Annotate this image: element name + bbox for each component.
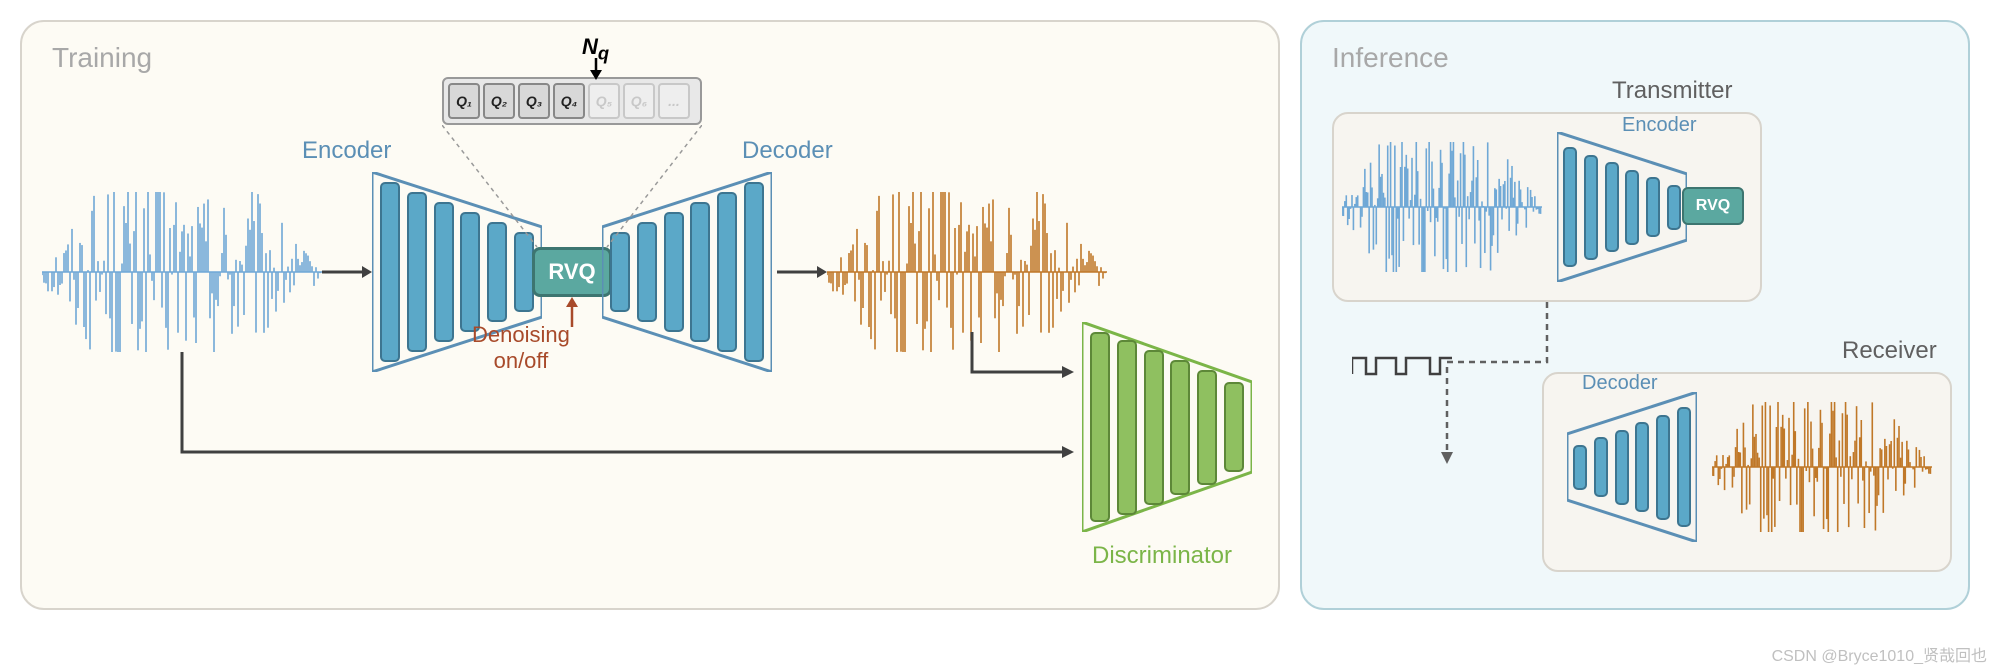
output-waveform bbox=[827, 192, 1107, 352]
arrow-decoder-output bbox=[777, 262, 827, 282]
denoising-arrow bbox=[562, 297, 582, 327]
transmitter-label: Transmitter bbox=[1612, 77, 1732, 105]
receiver-label: Receiver bbox=[1842, 337, 1937, 365]
rx-decoder-label: Decoder bbox=[1582, 372, 1658, 395]
tx-rx-arrow bbox=[1437, 302, 1567, 472]
decoder-label: Decoder bbox=[742, 137, 833, 165]
q-boxes-container: Q₁Q₂Q₃Q₄Q₅Q₆... bbox=[442, 77, 702, 125]
input-waveform bbox=[42, 192, 322, 352]
q-box: Q₂ bbox=[483, 83, 515, 119]
rx-waveform bbox=[1712, 402, 1932, 532]
training-title: Training bbox=[52, 42, 152, 74]
tx-encoder-block bbox=[1557, 132, 1687, 282]
arrow-input-disc bbox=[172, 352, 1082, 472]
training-panel: Training Encoder RVQ Decoder Denoising o… bbox=[20, 20, 1280, 610]
rvq-box: RVQ bbox=[532, 247, 612, 297]
inference-panel: Inference Transmitter Encoder RVQ Receiv… bbox=[1300, 20, 1970, 610]
tx-rvq-box: RVQ bbox=[1682, 187, 1744, 225]
discriminator-block bbox=[1082, 322, 1252, 532]
rx-decoder-block bbox=[1567, 392, 1697, 542]
tx-rvq-label: RVQ bbox=[1696, 197, 1730, 215]
tx-waveform bbox=[1342, 142, 1542, 272]
rvq-label: RVQ bbox=[548, 259, 595, 285]
q-box: Q₁ bbox=[448, 83, 480, 119]
q-box: Q₃ bbox=[518, 83, 550, 119]
q-box: Q₆ bbox=[623, 83, 655, 119]
bitstream-icon bbox=[1352, 352, 1452, 382]
watermark: CSDN @Bryce1010_贤哉回也 bbox=[1772, 642, 1987, 666]
q-box: Q₅ bbox=[588, 83, 620, 119]
q-box: ... bbox=[658, 83, 690, 119]
q-box: Q₄ bbox=[553, 83, 585, 119]
nq-arrow bbox=[588, 58, 604, 80]
tx-encoder-label: Encoder bbox=[1622, 114, 1697, 137]
inference-title: Inference bbox=[1332, 42, 1449, 74]
encoder-label: Encoder bbox=[302, 137, 391, 165]
arrow-input-encoder bbox=[322, 262, 372, 282]
discriminator-label: Discriminator bbox=[1092, 542, 1232, 570]
q-to-rvq-lines bbox=[442, 125, 702, 250]
